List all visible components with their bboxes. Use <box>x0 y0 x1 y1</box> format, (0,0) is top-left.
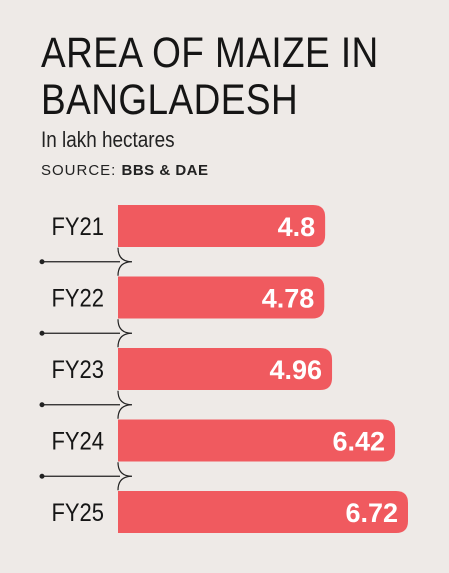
row-separator <box>39 319 133 348</box>
separator-line <box>42 390 133 419</box>
category-label: FY21 <box>51 213 104 241</box>
source-value: BBS & DAE <box>121 162 209 179</box>
category-label: FY25 <box>51 499 104 527</box>
category-label: FY22 <box>51 284 104 312</box>
category-label: FY24 <box>51 427 104 455</box>
bar-value-label: 4.8 <box>278 212 316 242</box>
bar-value-label: 4.96 <box>269 355 322 385</box>
separator-line <box>42 319 133 348</box>
bar <box>118 348 333 390</box>
bar-value-label: 4.78 <box>262 284 315 314</box>
bar <box>118 491 408 533</box>
chart-title-line-2: BANGLADESH <box>41 76 299 124</box>
chart-title: AREA OF MAIZE IN BANGLADESH <box>41 30 385 124</box>
source-line: SOURCE: BBS & DAE <box>41 162 209 179</box>
row-separator <box>39 390 133 419</box>
source-label: SOURCE: <box>41 162 117 179</box>
bar <box>118 205 326 247</box>
row-separator <box>39 247 133 276</box>
bar <box>118 419 396 462</box>
bar-value-label: 6.42 <box>332 427 385 457</box>
bar-value-label: 6.72 <box>345 498 398 528</box>
separator-line <box>42 462 133 491</box>
chart-subtitle: In lakh hectares <box>41 127 175 152</box>
row-separator <box>39 462 133 491</box>
chart-title-line-1: AREA OF MAIZE IN <box>41 29 379 77</box>
bar <box>118 276 325 319</box>
category-label: FY23 <box>51 356 104 384</box>
separator-line <box>42 247 133 276</box>
